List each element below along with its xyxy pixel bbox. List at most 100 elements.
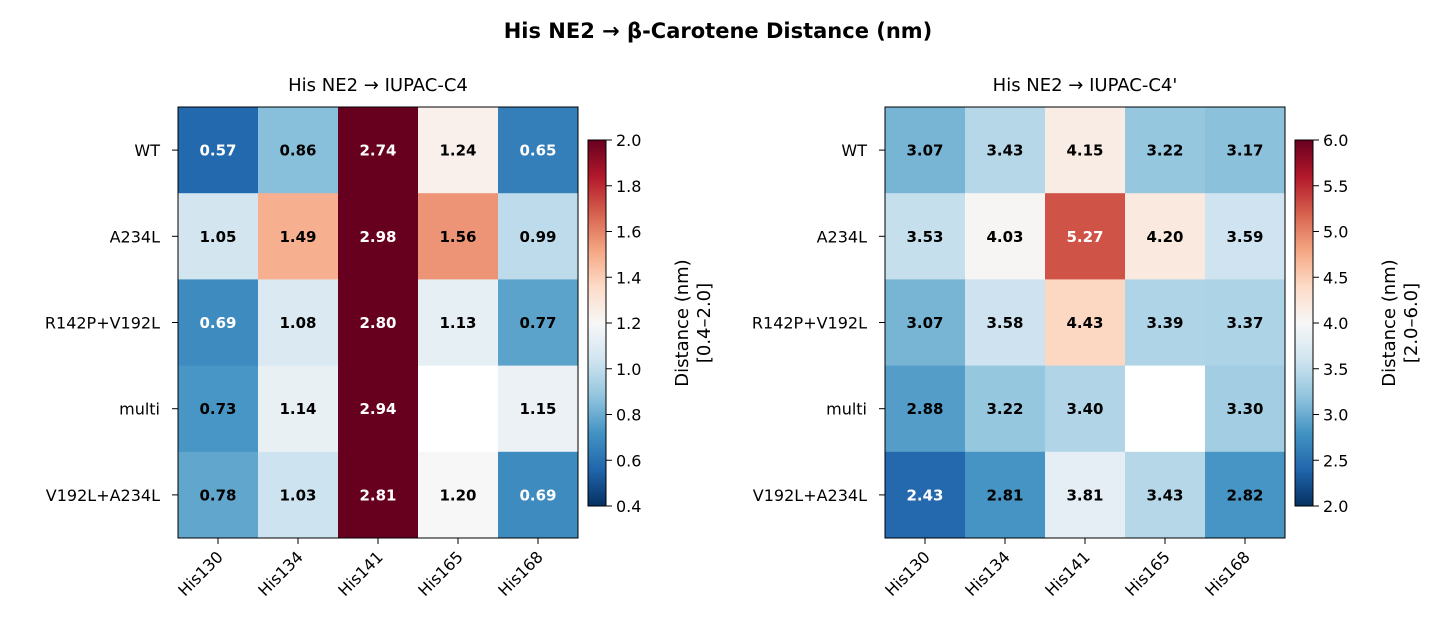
x-tick-label: His134	[254, 547, 307, 600]
heatmap-cell-r142p-v192l-his130	[178, 279, 259, 367]
heatmap-panel-1: His NE2 → IUPAC-C4 0.57 0.86 2.74 1.24 0.65 1.…	[45, 75, 715, 600]
x-tick-label: His134	[961, 547, 1014, 600]
colorbar-gradient	[1294, 139, 1314, 507]
cell-value-label: 4.43	[1066, 314, 1103, 332]
heatmap-cell-a234l-his141	[1045, 193, 1126, 280]
cell-value-label: 3.22	[1146, 142, 1183, 160]
cell-value-label: 3.40	[1066, 400, 1103, 418]
cell-value-label: 3.07	[906, 142, 943, 160]
heatmap-cell-multi-his165	[1125, 365, 1206, 453]
colorbar-tick-label: 0.6	[616, 451, 641, 470]
cell-value-label: 1.03	[279, 486, 316, 504]
heatmap-cell-wt-his130	[885, 107, 966, 194]
heatmap-cell-v192l-a234l-his141	[1045, 451, 1126, 539]
heatmap-cell-v192l-a234l-his130	[178, 451, 259, 539]
heatmap-panels: His NE2 → IUPAC-C4 0.57 0.86 2.74 1.24 0.65 1.…	[45, 75, 1422, 600]
cell-value-label: 2.81	[359, 486, 396, 504]
colorbar-label: Distance (nm)	[672, 259, 693, 386]
panel-title: His NE2 → IUPAC-C4	[288, 75, 468, 96]
cell-value-label: 0.57	[199, 142, 236, 160]
colorbar-tick-label: 3.0	[1323, 406, 1348, 425]
heatmap-cell-multi-his134	[258, 365, 339, 453]
cell-value-label: 3.17	[1226, 142, 1263, 160]
cell-value-label: 2.94	[359, 400, 396, 418]
colorbar-tick-label: 1.0	[616, 360, 641, 379]
colorbar-tick-label: 5.5	[1323, 177, 1348, 196]
y-tick-label: A234L	[110, 227, 160, 246]
cell-value-label: 2.43	[906, 486, 943, 504]
x-tick-label: His130	[174, 547, 227, 600]
cell-value-label: 2.80	[359, 314, 396, 332]
x-tick-label: His141	[334, 547, 387, 600]
colorbar-range-label: [2.0–6.0]	[1401, 283, 1422, 363]
heatmap-cell-v192l-a234l-his168	[1205, 451, 1286, 539]
colorbar-tick-label: 5.0	[1323, 223, 1348, 242]
colorbar-tick-label: 0.4	[616, 497, 641, 516]
heatmap-cell-multi-his141	[338, 365, 419, 453]
cell-value-label: 3.53	[906, 228, 943, 246]
cell-value-label: 3.37	[1226, 314, 1263, 332]
cell-value-label: 4.03	[986, 228, 1023, 246]
cell-value-label: 1.49	[279, 228, 316, 246]
cell-value-label: 4.20	[1146, 228, 1183, 246]
heatmap-cell-wt-his141	[338, 107, 419, 194]
heatmap-cell-multi-his168	[1205, 365, 1286, 453]
x-tick-label: His165	[1121, 547, 1174, 600]
heatmap-cell-a234l-his168	[1205, 193, 1286, 280]
cell-value-label: 0.78	[199, 486, 236, 504]
cell-value-label: 3.43	[986, 142, 1023, 160]
heatmap-cell-multi-his165	[418, 365, 499, 453]
cell-value-label: 3.43	[1146, 486, 1183, 504]
heatmap-cell-v192l-a234l-his165	[1125, 451, 1206, 539]
heatmap-cell-multi-his141	[1045, 365, 1126, 453]
heatmap-cell-a234l-his141	[338, 193, 419, 280]
heatmap-panel-2: His NE2 → IUPAC-C4' 3.07 3.43 4.15 3.22 3.17 3…	[752, 75, 1422, 600]
cell-value-label: 4.15	[1066, 142, 1103, 160]
heatmap-cell-v192l-a234l-his165	[418, 451, 499, 539]
cell-value-label: 1.20	[439, 486, 476, 504]
colorbar-label: Distance (nm)	[1379, 259, 1400, 386]
panel-title: His NE2 → IUPAC-C4'	[993, 75, 1178, 96]
colorbar-tick-label: 4.0	[1323, 314, 1348, 333]
colorbar-tick-label: 4.5	[1323, 268, 1348, 287]
heatmap-cell-v192l-a234l-his168	[498, 451, 579, 539]
x-tick-label: His168	[1201, 547, 1254, 600]
cell-value-label: 3.07	[906, 314, 943, 332]
cell-value-label: 0.69	[519, 486, 556, 504]
x-tick-label: His168	[494, 547, 547, 600]
colorbar-tick-label: 1.2	[616, 314, 641, 333]
heatmap-cell-multi-his168	[498, 365, 579, 453]
cell-value-label: 1.56	[439, 228, 476, 246]
heatmap-cell-v192l-a234l-his141	[338, 451, 419, 539]
colorbar-tick-label: 1.6	[616, 223, 641, 242]
heatmap-cell-wt-his134	[258, 107, 339, 194]
heatmap-cell-wt-his168	[1205, 107, 1286, 194]
heatmap-cell-wt-his168	[498, 107, 579, 194]
y-tick-label: A234L	[817, 227, 867, 246]
heatmap-cell-r142p-v192l-his168	[1205, 279, 1286, 367]
cell-value-label: 0.65	[519, 142, 556, 160]
colorbar-tick-label: 0.8	[616, 406, 641, 425]
heatmap-cell-r142p-v192l-his130	[885, 279, 966, 367]
cell-value-label: 3.39	[1146, 314, 1183, 332]
heatmap-cell-v192l-a234l-his134	[965, 451, 1046, 539]
cell-value-label: 2.98	[359, 228, 396, 246]
heatmap-cell-r142p-v192l-his168	[498, 279, 579, 367]
cell-value-label: 2.81	[986, 486, 1023, 504]
y-tick-label: WT	[134, 141, 160, 160]
heatmap-cell-r142p-v192l-his141	[338, 279, 419, 367]
cell-value-label: 0.69	[199, 314, 236, 332]
cell-value-label: 0.77	[519, 314, 556, 332]
cell-value-label: 5.27	[1066, 228, 1103, 246]
y-tick-label: multi	[119, 400, 160, 419]
y-tick-label: V192L+A234L	[753, 486, 867, 505]
x-tick-label: His165	[414, 547, 467, 600]
colorbar: 2.0 2.5 3.0 3.5 4.0 4.5 5.0 5.5 6.0 Distance (nm)…	[1294, 131, 1422, 516]
heatmap-cell-a234l-his130	[178, 193, 259, 280]
colorbar-range-label: [0.4–2.0]	[694, 283, 715, 363]
colorbar-tick-label: 1.8	[616, 177, 641, 196]
heatmap-cell-r142p-v192l-his165	[418, 279, 499, 367]
heatmap-cell-multi-his130	[885, 365, 966, 453]
x-tick-label: His130	[881, 547, 934, 600]
